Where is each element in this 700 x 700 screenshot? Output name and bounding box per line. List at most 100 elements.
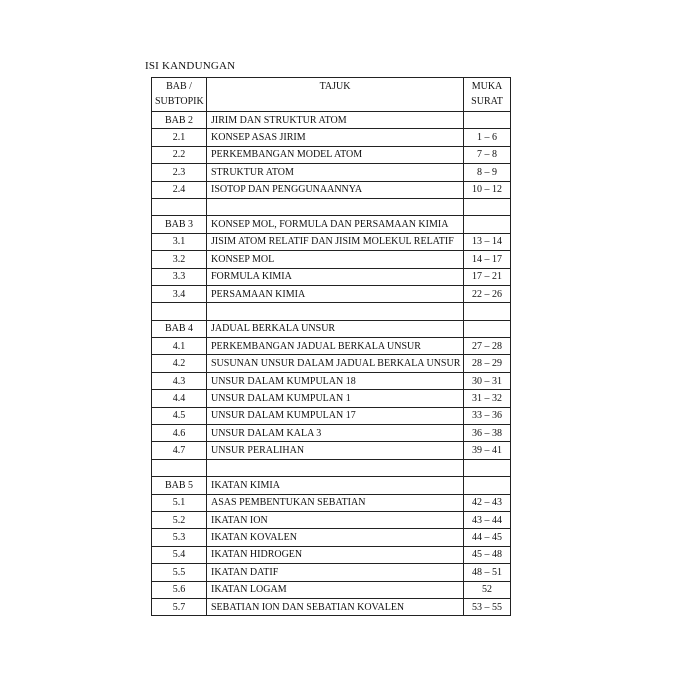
toc-row: 3.1 JISIM ATOM RELATIF DAN JISIM MOLEKUL … xyxy=(151,232,511,252)
cell-no: BAB 2 xyxy=(151,110,207,130)
cell-no: 4.7 xyxy=(151,441,207,460)
cell-no xyxy=(151,302,207,321)
cell-pages: 13 – 14 xyxy=(463,232,511,252)
cell-no: 5.4 xyxy=(151,545,207,565)
header-text: TAJUK xyxy=(319,81,351,92)
cell-title: PERKEMBANGAN MODEL ATOM xyxy=(206,145,464,165)
cell-pages: 52 xyxy=(463,580,511,599)
cell-no: 4.1 xyxy=(151,337,207,356)
cell-no xyxy=(151,458,207,478)
toc-row: 4.4 UNSUR DALAM KUMPULAN 1 31 – 32 xyxy=(151,389,511,408)
cell-pages xyxy=(463,215,511,234)
cell-title: KONSEP ASAS JIRIM xyxy=(206,128,464,147)
toc-row: 4.6 UNSUR DALAM KALA 3 36 – 38 xyxy=(151,424,511,443)
cell-title: JIRIM DAN STRUKTUR ATOM xyxy=(206,110,464,130)
cell-no: 3.2 xyxy=(151,250,207,269)
cell-no: 4.6 xyxy=(151,424,207,443)
cell-pages: 22 – 26 xyxy=(463,284,511,304)
blank-row xyxy=(151,458,511,478)
cell-no: 5.5 xyxy=(151,563,207,582)
toc-row: 3.3 FORMULA KIMIA 17 – 21 xyxy=(151,267,511,286)
cell-no: 4.2 xyxy=(151,354,207,373)
cell-title xyxy=(206,458,464,478)
cell-no: 2.2 xyxy=(151,145,207,165)
cell-no: 5.1 xyxy=(151,493,207,512)
cell-title: UNSUR DALAM KUMPULAN 17 xyxy=(206,406,464,426)
header-cell: BAB / SUBTOPIK xyxy=(151,77,207,112)
cell-title: STRUKTUR ATOM xyxy=(206,163,464,182)
cell-pages: 43 – 44 xyxy=(463,510,511,530)
cell-no: 4.4 xyxy=(151,389,207,408)
cell-pages: 27 – 28 xyxy=(463,337,511,356)
toc-row: 3.4 PERSAMAAN KIMIA 22 – 26 xyxy=(151,284,511,304)
cell-pages xyxy=(463,319,511,339)
toc-row: 4.3 UNSUR DALAM KUMPULAN 18 30 – 31 xyxy=(151,371,511,391)
cell-no xyxy=(151,197,207,217)
cell-title: PERSAMAAN KIMIA xyxy=(206,284,464,304)
cell-no: 3.3 xyxy=(151,267,207,286)
cell-pages: 28 – 29 xyxy=(463,354,511,373)
cell-pages: 31 – 32 xyxy=(463,389,511,408)
cell-title: UNSUR DALAM KALA 3 xyxy=(206,424,464,443)
cell-no: 5.3 xyxy=(151,528,207,547)
cell-title: IKATAN HIDROGEN xyxy=(206,545,464,565)
cell-no: 2.1 xyxy=(151,128,207,147)
cell-title: IKATAN KIMIA xyxy=(206,476,464,495)
toc-row: 2.2 PERKEMBANGAN MODEL ATOM 7 – 8 xyxy=(151,145,511,165)
toc-row: 5.5 IKATAN DATIF 48 – 51 xyxy=(151,563,511,582)
cell-title: SEBATIAN ION DAN SEBATIAN KOVALEN xyxy=(206,597,464,617)
cell-pages: 1 – 6 xyxy=(463,128,511,147)
cell-title: JISIM ATOM RELATIF DAN JISIM MOLEKUL REL… xyxy=(206,232,464,252)
cell-title: SUSUNAN UNSUR DALAM JADUAL BERKALA UNSUR xyxy=(206,354,464,373)
toc-row: 2.4 ISOTOP DAN PENGGUNAANNYA 10 – 12 xyxy=(151,180,511,199)
toc-row: 3.2 KONSEP MOL 14 – 17 xyxy=(151,250,511,269)
header-text: SURAT xyxy=(471,96,503,107)
cell-title: IKATAN KOVALEN xyxy=(206,528,464,547)
toc-row: BAB 5 IKATAN KIMIA xyxy=(151,476,511,495)
cell-pages: 44 – 45 xyxy=(463,528,511,547)
cell-pages: 42 – 43 xyxy=(463,493,511,512)
blank-row xyxy=(151,302,511,321)
cell-title: ASAS PEMBENTUKAN SEBATIAN xyxy=(206,493,464,512)
cell-no: 3.1 xyxy=(151,232,207,252)
toc-row: 5.7 SEBATIAN ION DAN SEBATIAN KOVALEN 53 –… xyxy=(151,597,511,617)
toc-row: BAB 2 JIRIM DAN STRUKTUR ATOM xyxy=(151,110,511,130)
cell-title xyxy=(206,197,464,217)
cell-pages xyxy=(463,197,511,217)
cell-title: UNSUR DALAM KUMPULAN 18 xyxy=(206,371,464,391)
cell-no: BAB 5 xyxy=(151,476,207,495)
cell-no: BAB 3 xyxy=(151,215,207,234)
toc-row: 5.4 IKATAN HIDROGEN 45 – 48 xyxy=(151,545,511,565)
cell-pages: 17 – 21 xyxy=(463,267,511,286)
cell-pages: 45 – 48 xyxy=(463,545,511,565)
cell-no: 4.5 xyxy=(151,406,207,426)
toc-row: 5.6 IKATAN LOGAM 52 xyxy=(151,580,511,599)
cell-pages: 30 – 31 xyxy=(463,371,511,391)
cell-pages: 39 – 41 xyxy=(463,441,511,460)
toc-title: ISI KANDUNGAN xyxy=(145,60,236,72)
cell-title: KONSEP MOL, FORMULA DAN PERSAMAAN KIMIA xyxy=(206,215,464,234)
toc-row: 2.3 STRUKTUR ATOM 8 – 9 xyxy=(151,163,511,182)
cell-pages: 33 – 36 xyxy=(463,406,511,426)
cell-title: PERKEMBANGAN JADUAL BERKALA UNSUR xyxy=(206,337,464,356)
cell-pages: 7 – 8 xyxy=(463,145,511,165)
cell-pages xyxy=(463,302,511,321)
toc-row: 4.2 SUSUNAN UNSUR DALAM JADUAL BERKALA UN… xyxy=(151,354,511,373)
toc-table: BAB / SUBTOPIK TAJUK MUKA SURAT BAB 2 JIRIM D… xyxy=(151,77,511,617)
blank-row xyxy=(151,197,511,217)
cell-no: 2.3 xyxy=(151,163,207,182)
cell-pages: 36 – 38 xyxy=(463,424,511,443)
cell-no: 3.4 xyxy=(151,284,207,304)
cell-no: 5.7 xyxy=(151,597,207,617)
header-text: BAB / xyxy=(166,81,192,92)
cell-no: 4.3 xyxy=(151,371,207,391)
cell-title: IKATAN ION xyxy=(206,510,464,530)
cell-pages: 53 – 55 xyxy=(463,597,511,617)
cell-title xyxy=(206,302,464,321)
cell-no: 5.2 xyxy=(151,510,207,530)
header-row: BAB / SUBTOPIK TAJUK MUKA SURAT xyxy=(151,77,511,112)
cell-no: 5.6 xyxy=(151,580,207,599)
toc-row: BAB 4 JADUAL BERKALA UNSUR xyxy=(151,319,511,339)
cell-pages xyxy=(463,458,511,478)
